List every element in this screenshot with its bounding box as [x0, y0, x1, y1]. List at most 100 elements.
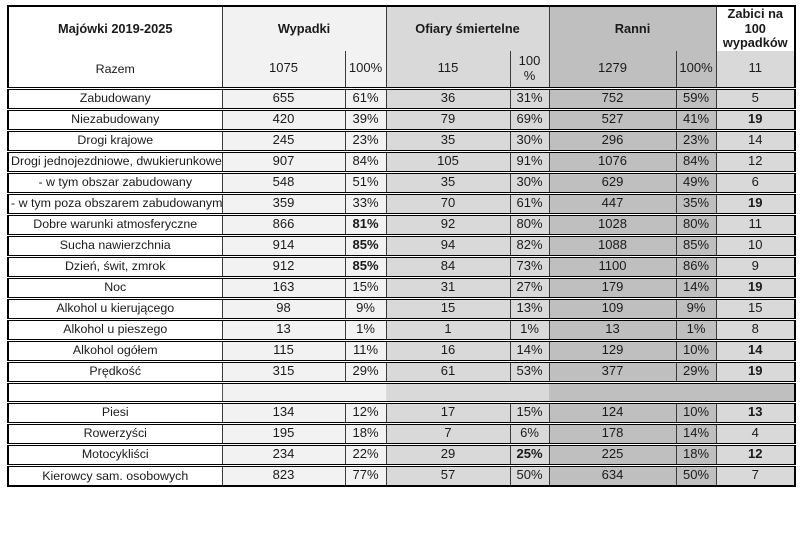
- wypadki-count-cell: 315: [221, 359, 345, 383]
- zabici-rate-cell: 19: [715, 359, 796, 383]
- ofiary-count-cell: 7: [385, 421, 511, 445]
- wypadki-count-cell: 907: [221, 149, 345, 173]
- wypadki-pct-cell: 77%: [344, 463, 387, 487]
- ofiary-count-cell: 115: [385, 51, 511, 89]
- table-row: - w tym poza obszarem zabudowanym 359 33…: [7, 191, 796, 215]
- ofiary-count-cell: 35: [385, 128, 511, 152]
- table-row: Kierowcy sam. osobowych 823 77% 57 50% 6…: [7, 463, 796, 487]
- wypadki-count-cell: 866: [221, 212, 345, 236]
- table-row: Sucha nawierzchnia 914 85% 94 82% 1088 8…: [7, 233, 796, 257]
- header-title: Majówki 2019-2025: [7, 6, 222, 52]
- wypadki-count-cell: 912: [221, 254, 345, 278]
- ranni-count-cell: 634: [548, 463, 677, 487]
- ranni-pct-cell: 14%: [675, 421, 717, 445]
- table-row: Alkohol u pieszego 13 1% 1 1% 13 1% 8: [7, 317, 796, 341]
- row-label-cell: Alkohol ogółem: [7, 338, 222, 362]
- wypadki-pct-cell: 18%: [344, 421, 387, 445]
- table-row: Razem 1075 100% 115 100 % 1279 100% 11: [7, 51, 796, 89]
- table-row: Noc 163 15% 31 27% 179 14% 19: [7, 275, 796, 299]
- zabici-rate-cell: 11: [715, 212, 796, 236]
- zabici-rate-cell: 6: [715, 170, 796, 194]
- table-row: Niezabudowany 420 39% 79 69% 527 41% 19: [7, 107, 796, 131]
- zabici-rate-cell: 14: [715, 128, 796, 152]
- ofiary-pct-cell: [509, 380, 550, 403]
- ranni-count-cell: 527: [548, 107, 677, 131]
- ranni-count-cell: 109: [548, 296, 677, 320]
- ranni-count-cell: 178: [548, 421, 677, 445]
- zabici-rate-cell: 7: [715, 463, 796, 487]
- row-label-cell: Motocykliści: [7, 442, 222, 466]
- ofiary-pct-cell: 31%: [509, 86, 550, 110]
- ofiary-pct-cell: 27%: [509, 275, 550, 299]
- wypadki-count-cell: 13: [221, 317, 345, 341]
- row-label-cell: - w tym obszar zabudowany: [7, 170, 222, 194]
- ranni-pct-cell: 1%: [675, 317, 717, 341]
- header-ranni: Ranni: [548, 6, 717, 52]
- header-zabici: Zabici na 100 wypadków: [715, 6, 796, 52]
- table-row: Drogi jednojezdniowe, dwukierunkowe 907 …: [7, 149, 796, 173]
- row-label-cell: Alkohol u pieszego: [7, 317, 222, 341]
- row-label-cell: Piesi: [7, 400, 222, 424]
- wypadki-pct-cell: 22%: [344, 442, 387, 466]
- ranni-count-cell: 1028: [548, 212, 677, 236]
- wypadki-count-cell: 1075: [221, 51, 345, 89]
- header-row: Majówki 2019-2025 Wypadki Ofiary śmierte…: [7, 6, 796, 52]
- ranni-count-cell: 129: [548, 338, 677, 362]
- wypadki-count-cell: 134: [221, 400, 345, 424]
- table-row: Prędkość 315 29% 61 53% 377 29% 19: [7, 359, 796, 383]
- wypadki-count-cell: 420: [221, 107, 345, 131]
- table-row: Zabudowany 655 61% 36 31% 752 59% 5: [7, 86, 796, 110]
- ofiary-pct-cell: 53%: [509, 359, 550, 383]
- ofiary-count-cell: 57: [385, 463, 511, 487]
- ranni-count-cell: 1076: [548, 149, 677, 173]
- ranni-pct-cell: 85%: [675, 233, 717, 257]
- ofiary-pct-cell: 80%: [509, 212, 550, 236]
- wypadki-pct-cell: 100%: [344, 51, 387, 89]
- wypadki-pct-cell: 84%: [344, 149, 387, 173]
- ofiary-count-cell: 15: [385, 296, 511, 320]
- wypadki-pct-cell: 29%: [344, 359, 387, 383]
- wypadki-pct-cell: 85%: [344, 233, 387, 257]
- wypadki-pct-cell: 1%: [344, 317, 387, 341]
- row-label-cell: [7, 380, 222, 403]
- ofiary-count-cell: 35: [385, 170, 511, 194]
- ofiary-count-cell: 70: [385, 191, 511, 215]
- ofiary-count-cell: 17: [385, 400, 511, 424]
- zabici-rate-cell: 12: [715, 442, 796, 466]
- ranni-count-cell: 752: [548, 86, 677, 110]
- ofiary-count-cell: 29: [385, 442, 511, 466]
- zabici-rate-cell: 19: [715, 107, 796, 131]
- ofiary-count-cell: [385, 380, 511, 403]
- zabici-rate-cell: 19: [715, 275, 796, 299]
- ofiary-count-cell: 92: [385, 212, 511, 236]
- wypadki-pct-cell: [344, 380, 387, 403]
- ranni-count-cell: 179: [548, 275, 677, 299]
- wypadki-pct-cell: 51%: [344, 170, 387, 194]
- wypadki-pct-cell: 61%: [344, 86, 387, 110]
- ofiary-pct-cell: 13%: [509, 296, 550, 320]
- wypadki-count-cell: 548: [221, 170, 345, 194]
- header-ofiary: Ofiary śmiertelne: [385, 6, 550, 52]
- ranni-count-cell: 447: [548, 191, 677, 215]
- wypadki-count-cell: [221, 380, 345, 403]
- page: Majówki 2019-2025 Wypadki Ofiary śmierte…: [7, 5, 797, 488]
- row-label-cell: Noc: [7, 275, 222, 299]
- zabici-rate-cell: 5: [715, 86, 796, 110]
- ofiary-count-cell: 61: [385, 359, 511, 383]
- ranni-pct-cell: 29%: [675, 359, 717, 383]
- ranni-pct-cell: 100%: [675, 51, 717, 89]
- wypadki-count-cell: 195: [221, 421, 345, 445]
- zabici-rate-cell: 10: [715, 233, 796, 257]
- ranni-pct-cell: [675, 380, 717, 403]
- ofiary-pct-cell: 73%: [509, 254, 550, 278]
- zabici-rate-cell: [715, 380, 796, 403]
- wypadki-count-cell: 914: [221, 233, 345, 257]
- row-label-cell: Alkohol u kierującego: [7, 296, 222, 320]
- accidents-table: Majówki 2019-2025 Wypadki Ofiary śmierte…: [7, 5, 797, 488]
- zabici-rate-cell: 12: [715, 149, 796, 173]
- wypadki-pct-cell: 11%: [344, 338, 387, 362]
- row-label-cell: Dobre warunki atmosferyczne: [7, 212, 222, 236]
- table-row: [7, 380, 796, 403]
- ofiary-count-cell: 36: [385, 86, 511, 110]
- row-label-cell: Zabudowany: [7, 86, 222, 110]
